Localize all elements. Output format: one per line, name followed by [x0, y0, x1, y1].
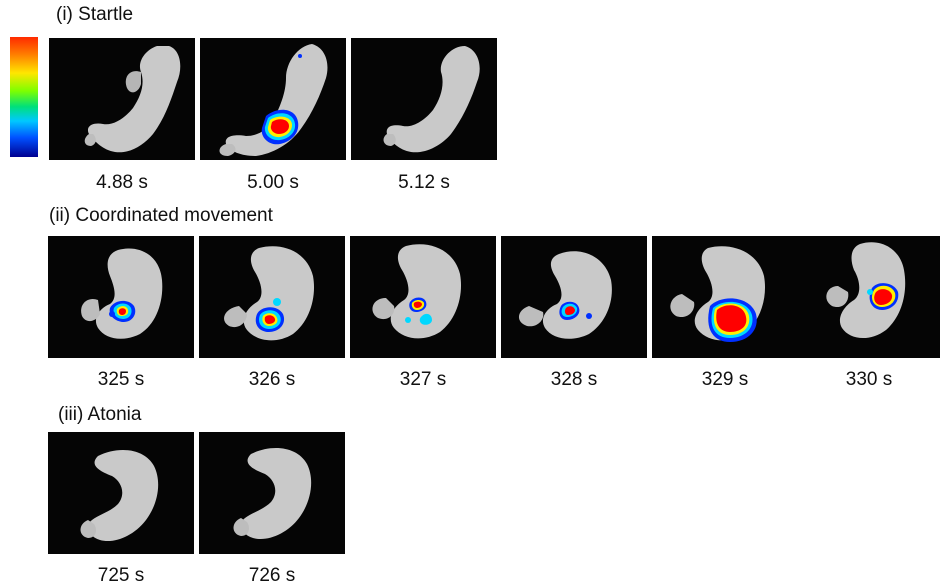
frame-coordinated-5 [652, 236, 798, 358]
frame-time-label: 325 s [97, 369, 145, 390]
frame-time-label: 326 s [248, 369, 296, 390]
section-title-startle: (i) Startle [56, 4, 134, 25]
frame-coordinated-2 [199, 236, 345, 358]
frame-time-label: 330 s [845, 369, 893, 390]
frame-coordinated-4 [501, 236, 647, 358]
frame-startle-1 [49, 38, 195, 160]
section-title-coordinated-movement: (ii) Coordinated movement [49, 205, 273, 226]
frame-time-label: 328 s [550, 369, 598, 390]
frame-atonia-2 [199, 432, 345, 554]
intensity-colorbar [10, 37, 38, 157]
frame-time-label: 329 s [701, 369, 749, 390]
section-title-atonia: (iii) Atonia [58, 404, 142, 425]
frame-coordinated-3 [350, 236, 496, 358]
frame-time-label: 4.88 s [96, 172, 148, 193]
frame-time-label: 726 s [248, 565, 296, 586]
frame-time-label: 327 s [399, 369, 447, 390]
frame-coordinated-6 [798, 236, 940, 358]
frame-time-label: 5.12 s [398, 172, 450, 193]
frame-time-label: 5.00 s [247, 172, 299, 193]
frame-time-label: 725 s [97, 565, 145, 586]
frame-startle-2 [200, 38, 346, 160]
frame-atonia-1 [48, 432, 194, 554]
frame-coordinated-1 [48, 236, 194, 358]
frame-startle-3 [351, 38, 497, 160]
